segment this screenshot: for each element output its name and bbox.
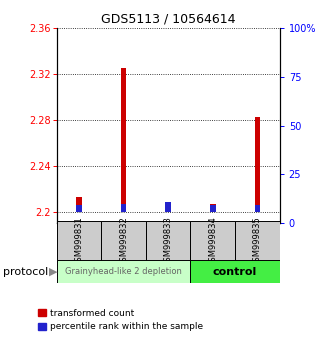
Text: GSM999832: GSM999832	[119, 216, 128, 267]
Text: protocol: protocol	[3, 267, 49, 277]
Bar	[165, 202, 171, 212]
Title: GDS5113 / 10564614: GDS5113 / 10564614	[101, 13, 235, 26]
Bar	[121, 68, 127, 212]
FancyBboxPatch shape	[57, 221, 101, 262]
Text: control: control	[213, 267, 257, 277]
FancyBboxPatch shape	[190, 221, 235, 262]
Bar	[76, 197, 82, 212]
Text: Grainyhead-like 2 depletion: Grainyhead-like 2 depletion	[65, 267, 182, 276]
Bar	[254, 116, 260, 212]
Bar	[210, 204, 216, 212]
Text: GSM999831: GSM999831	[74, 216, 84, 267]
Text: ▶: ▶	[49, 267, 58, 277]
Bar	[254, 205, 260, 212]
Bar	[121, 204, 127, 212]
Text: GSM999834: GSM999834	[208, 216, 217, 267]
Bar	[76, 205, 82, 212]
Bar	[210, 205, 216, 212]
FancyBboxPatch shape	[101, 221, 146, 262]
FancyBboxPatch shape	[190, 260, 280, 283]
FancyBboxPatch shape	[235, 221, 280, 262]
FancyBboxPatch shape	[57, 260, 190, 283]
Text: GSM999833: GSM999833	[164, 216, 173, 267]
FancyBboxPatch shape	[146, 221, 190, 262]
Text: GSM999835: GSM999835	[253, 216, 262, 267]
Legend: transformed count, percentile rank within the sample: transformed count, percentile rank withi…	[38, 309, 203, 331]
